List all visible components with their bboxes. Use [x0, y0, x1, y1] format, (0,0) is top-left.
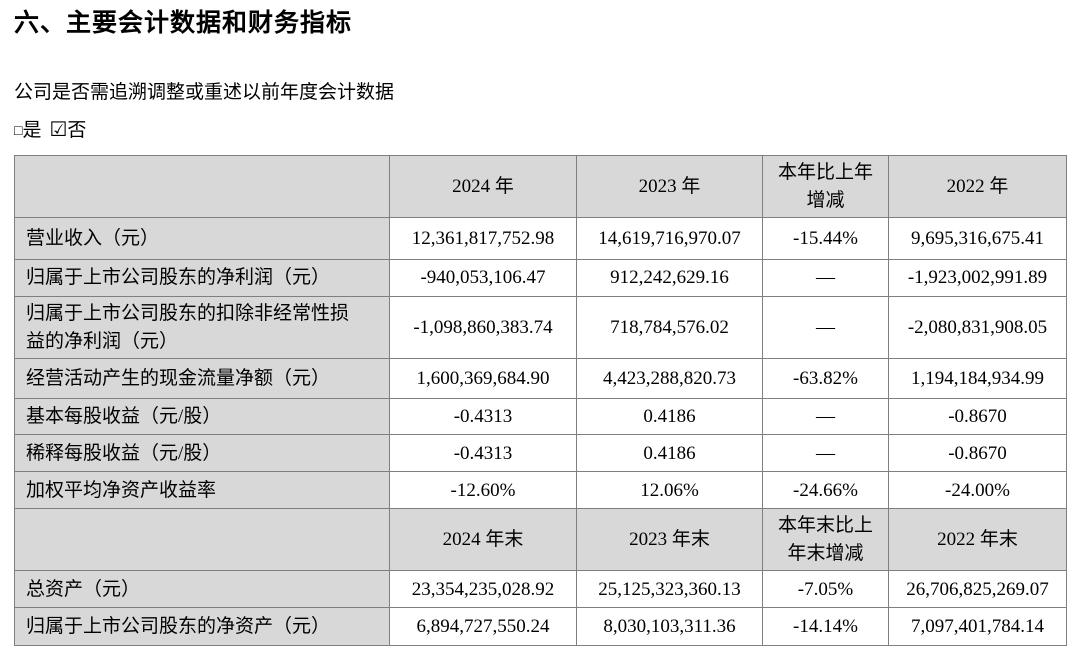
table-row-weighted-avg-roe: 加权平均净资产收益率 -12.60% 12.06% -24.66% -24.00… [14, 471, 1067, 510]
cell-value: 718,784,576.02 [576, 296, 763, 360]
column-header-yearend-change: 本年末比上 年末增减 [762, 508, 889, 572]
table-row-diluted-eps: 稀释每股收益（元/股） -0.4313 0.4186 — -0.8670 [14, 434, 1067, 473]
row-label: 归属于上市公司股东的扣除非经常性损益的净利润（元） [14, 296, 390, 360]
cell-value: 12.06% [576, 471, 763, 510]
cell-value: -14.14% [762, 607, 889, 647]
column-header-2022: 2022 年 [888, 155, 1067, 219]
table-row-basic-eps: 基本每股收益（元/股） -0.4313 0.4186 — -0.8670 [14, 398, 1067, 436]
cell-value: 12,361,817,752.98 [389, 217, 577, 261]
row-label: 经营活动产生的现金流量净额（元） [14, 358, 390, 400]
column-header-2022-yearend: 2022 年末 [888, 508, 1067, 572]
cell-value: -1,098,860,383.74 [389, 296, 577, 360]
table-row-net-profit-excl-nonrecurring: 归属于上市公司股东的扣除非经常性损益的净利润（元） -1,098,860,383… [14, 296, 1067, 360]
cell-value: 1,600,369,684.90 [389, 358, 577, 400]
cell-value: 912,242,629.16 [576, 259, 763, 298]
column-header-2023-yearend: 2023 年末 [576, 508, 763, 572]
column-header-yoy-change: 本年比上年 增减 [762, 155, 889, 219]
column-header-2023: 2023 年 [576, 155, 763, 219]
checkbox-yes-label: 是 [22, 120, 42, 142]
column-header-2024-yearend: 2024 年末 [389, 508, 577, 572]
cell-value: -63.82% [762, 358, 889, 400]
cell-value: — [762, 434, 889, 473]
cell-value: 0.4186 [576, 434, 763, 473]
checkbox-yes[interactable]: □是 [14, 120, 41, 141]
row-label: 营业收入（元） [14, 217, 390, 261]
corner-cell [14, 508, 390, 572]
row-label: 稀释每股收益（元/股） [14, 434, 390, 473]
cell-value: 23,354,235,028.92 [389, 570, 577, 609]
cell-value: -0.4313 [389, 398, 577, 436]
financial-indicators-table: 2024 年 2023 年 本年比上年 增减 2022 年 营业收入（元） 12… [14, 155, 1067, 647]
table-row-total-assets: 总资产（元） 23,354,235,028.92 25,125,323,360.… [14, 570, 1067, 609]
cell-value: -0.4313 [389, 434, 577, 473]
row-label: 归属于上市公司股东的净资产（元） [14, 607, 390, 647]
cell-value: 26,706,825,269.07 [888, 570, 1067, 609]
table-row-net-profit: 归属于上市公司股东的净利润（元） -940,053,106.47 912,242… [14, 259, 1067, 298]
row-label: 加权平均净资产收益率 [14, 471, 390, 510]
yearend-header-row: 2024 年末 2023 年末 本年末比上 年末增减 2022 年末 [14, 508, 1067, 572]
annual-header-row: 2024 年 2023 年 本年比上年 增减 2022 年 [14, 155, 1067, 219]
cell-value: 7,097,401,784.14 [888, 607, 1067, 647]
cell-value: — [762, 296, 889, 360]
cell-value: 14,619,716,970.07 [576, 217, 763, 261]
cell-value: 9,695,316,675.41 [888, 217, 1067, 261]
cell-value: 1,194,184,934.99 [888, 358, 1067, 400]
cell-value: 6,894,727,550.24 [389, 607, 577, 647]
cell-value: 8,030,103,311.36 [576, 607, 763, 647]
checkbox-no[interactable]: ☑否 [49, 119, 87, 142]
checkbox-no-checked-icon: ☑ [49, 119, 68, 142]
row-label: 基本每股收益（元/股） [14, 398, 390, 436]
page-title: 六、主要会计数据和财务指标 [14, 10, 353, 37]
table-row-operating-revenue: 营业收入（元） 12,361,817,752.98 14,619,716,970… [14, 217, 1067, 261]
cell-value: -24.00% [888, 471, 1067, 510]
cell-value: -12.60% [389, 471, 577, 510]
cell-value: -1,923,002,991.89 [888, 259, 1067, 298]
cell-value: 25,125,323,360.13 [576, 570, 763, 609]
row-label: 总资产（元） [14, 570, 390, 609]
cell-value: 4,423,288,820.73 [576, 358, 763, 400]
column-header-2024: 2024 年 [389, 155, 577, 219]
row-label: 归属于上市公司股东的净利润（元） [14, 259, 390, 298]
table-row-operating-cash-flow: 经营活动产生的现金流量净额（元） 1,600,369,684.90 4,423,… [14, 358, 1067, 400]
cell-value: -940,053,106.47 [389, 259, 577, 298]
cell-value: -24.66% [762, 471, 889, 510]
cell-value: 0.4186 [576, 398, 763, 436]
checkbox-no-label: 否 [67, 120, 87, 142]
restatement-question: 公司是否需追溯调整或重述以前年度会计数据 [14, 81, 395, 103]
cell-value: -15.44% [762, 217, 889, 261]
cell-value: -2,080,831,908.05 [888, 296, 1067, 360]
cell-value: -7.05% [762, 570, 889, 609]
cell-value: -0.8670 [888, 434, 1067, 473]
cell-value: — [762, 259, 889, 298]
cell-value: — [762, 398, 889, 436]
corner-cell [14, 155, 390, 219]
checkbox-yes-box-icon: □ [14, 124, 23, 140]
table-row-net-assets: 归属于上市公司股东的净资产（元） 6,894,727,550.24 8,030,… [14, 607, 1067, 647]
cell-value: -0.8670 [888, 398, 1067, 436]
checkbox-line: □是 ☑否 [14, 118, 1080, 143]
